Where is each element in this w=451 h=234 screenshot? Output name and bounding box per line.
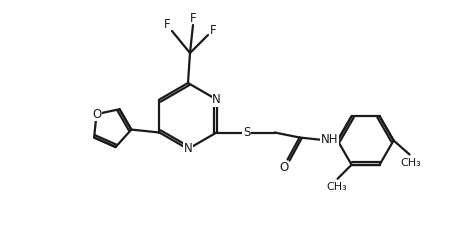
Text: F: F: [189, 11, 196, 25]
Text: CH₃: CH₃: [326, 182, 346, 192]
Text: N: N: [212, 93, 221, 106]
Text: N: N: [183, 143, 192, 156]
Text: O: O: [278, 161, 288, 174]
Text: CH₃: CH₃: [399, 157, 420, 168]
Text: NH: NH: [320, 133, 338, 146]
Text: F: F: [163, 18, 170, 32]
Text: F: F: [209, 25, 216, 37]
Text: O: O: [92, 108, 101, 121]
Text: S: S: [242, 126, 250, 139]
